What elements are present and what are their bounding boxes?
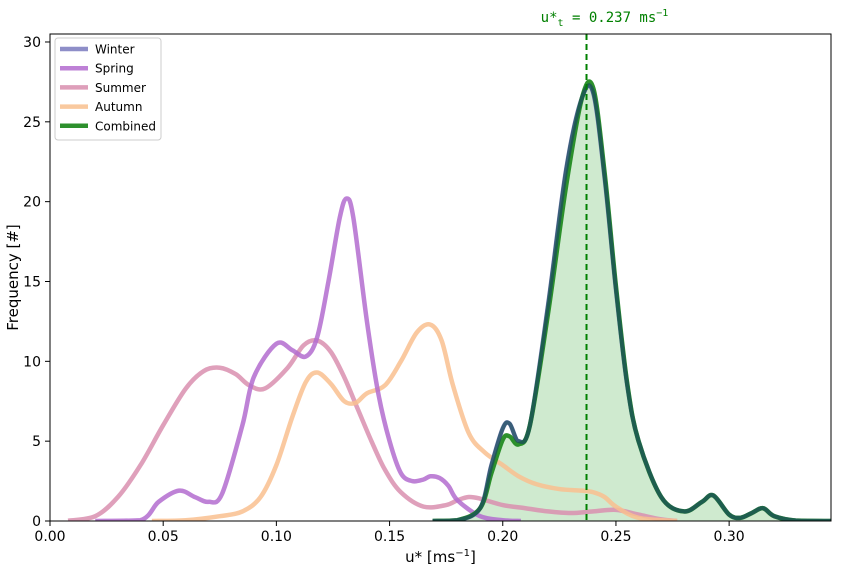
- y-tick-label: 5: [32, 434, 41, 450]
- x-tick-label: 0.20: [487, 529, 518, 545]
- plot-frame: [49, 33, 832, 522]
- x-tick-label: 0.05: [148, 529, 179, 545]
- series-group: [67, 34, 831, 521]
- series-line-autumn: [151, 322, 678, 521]
- series-line-summer: [67, 337, 678, 521]
- plot-area: [67, 34, 831, 521]
- y-tick-label: 30: [23, 35, 41, 51]
- y-tick-label: 15: [23, 274, 41, 290]
- y-tick-label: 10: [23, 354, 41, 370]
- y-axis-label: Frequency [#]: [4, 224, 22, 331]
- legend-label-autumn: Autumn: [95, 100, 142, 114]
- combined-fill-area: [432, 81, 831, 521]
- series-line-spring: [95, 196, 521, 521]
- legend-label-combined: Combined: [95, 119, 156, 133]
- legend-label-spring: Spring: [95, 62, 134, 76]
- threshold-annotation: u*t = 0.237 ms−1: [541, 8, 669, 29]
- x-tick-label: 0.10: [261, 529, 292, 545]
- y-tick-label: 0: [32, 514, 41, 530]
- x-tick-label: 0.25: [600, 529, 631, 545]
- axes: 0.00 0.05 0.10 0.15 0.20 0.25 0.30 0 5 10 15 20 25 30…: [4, 33, 832, 566]
- x-tick-label: 0.15: [374, 529, 405, 545]
- y-tick-label: 25: [23, 115, 41, 131]
- threshold-label: u*t = 0.237 ms−1: [541, 8, 669, 29]
- legend: Winter Spring Summer Autumn Combined: [54, 37, 162, 141]
- legend-box: [54, 37, 162, 141]
- y-tick-label: 20: [23, 195, 41, 211]
- x-tick-label: 0.30: [714, 529, 745, 545]
- overlap-line: [432, 83, 831, 521]
- x-tick-label: 0.00: [34, 529, 65, 545]
- legend-label-winter: Winter: [95, 43, 135, 57]
- legend-label-summer: Summer: [95, 81, 146, 95]
- x-axis-label: u* [ms−1]: [405, 548, 476, 566]
